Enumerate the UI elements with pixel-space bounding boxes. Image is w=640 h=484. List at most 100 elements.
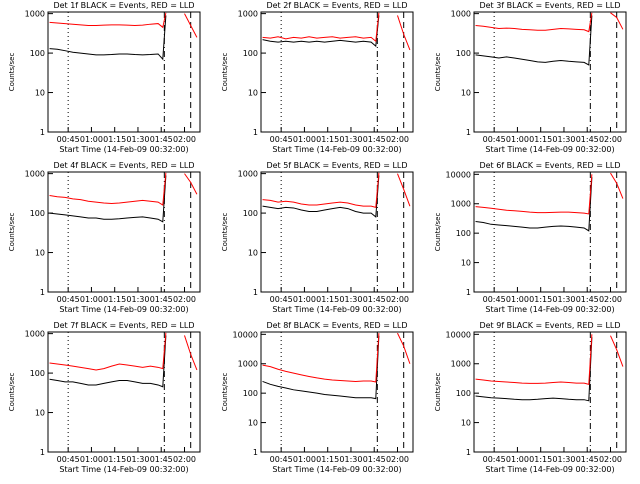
- panel: Det 3f BLACK = Events, RED = LLD Start Ti…: [434, 1, 627, 154]
- x-axis-label: Start Time (14-Feb-09 00:32:00): [272, 305, 401, 314]
- x-tick-label: 01:15: [529, 295, 552, 304]
- y-axis-label: Counts/sec: [434, 213, 442, 252]
- y-axis-label: Counts/sec: [8, 213, 16, 252]
- plot-frame: [47, 171, 201, 293]
- series-line: [49, 332, 198, 371]
- y-tick-label: 100: [456, 389, 471, 398]
- series-line: [49, 335, 167, 388]
- y-tick-label: 10: [35, 89, 45, 98]
- x-tick-label: 00:45: [483, 135, 506, 144]
- x-tick-label: 01:45: [363, 455, 386, 464]
- series-line: [262, 175, 380, 218]
- series-line: [49, 175, 167, 223]
- x-tick-label: 00:45: [270, 135, 293, 144]
- y-tick-label: 1000: [238, 170, 258, 179]
- panel: Det 4f BLACK = Events, RED = LLD Start Ti…: [8, 161, 201, 314]
- y-tick-label: 100: [30, 49, 45, 58]
- series-line: [475, 15, 593, 66]
- x-axis-label: Start Time (14-Feb-09 00:32:00): [59, 305, 188, 314]
- x-tick-label: 01:30: [552, 135, 575, 144]
- y-tick-label: 1000: [451, 10, 471, 19]
- plot-frame: [47, 11, 201, 133]
- chart-title: Det 3f BLACK = Events, RED = LLD: [479, 1, 620, 10]
- x-axis-label: Start Time (14-Feb-09 00:32:00): [485, 145, 614, 154]
- y-tick-label: 10: [461, 419, 471, 428]
- x-tick-label: 01:30: [339, 295, 362, 304]
- y-tick-label: 100: [456, 49, 471, 58]
- y-tick-label: 1000: [451, 200, 471, 209]
- x-tick-label: 01:00: [293, 455, 316, 464]
- x-tick-label: 01:45: [576, 295, 599, 304]
- y-tick-label: 10000: [233, 330, 258, 339]
- y-tick-label: 1: [466, 288, 471, 297]
- series-line: [49, 12, 198, 38]
- y-tick-label: 10: [461, 259, 471, 268]
- x-tick-label: 01:00: [506, 135, 529, 144]
- chart-title: Det 2f BLACK = Events, RED = LLD: [266, 1, 407, 10]
- x-tick-label: 00:45: [270, 455, 293, 464]
- x-tick-label: 01:00: [293, 295, 316, 304]
- series-line: [262, 332, 411, 383]
- series-line: [475, 334, 624, 385]
- x-tick-label: 01:15: [316, 295, 339, 304]
- series-line: [475, 337, 593, 402]
- plot-frame: [473, 11, 627, 133]
- x-tick-label: 01:15: [529, 455, 552, 464]
- panel: Det 1f BLACK = Events, RED = LLD Start Ti…: [8, 1, 201, 154]
- y-tick-label: 100: [456, 229, 471, 238]
- y-axis-label: Counts/sec: [221, 373, 229, 412]
- x-tick-label: 02:00: [386, 455, 409, 464]
- x-tick-label: 01:30: [552, 455, 575, 464]
- y-tick-label: 10000: [446, 330, 471, 339]
- y-tick-label: 1000: [451, 360, 471, 369]
- x-axis-label: Start Time (14-Feb-09 00:32:00): [485, 465, 614, 474]
- x-axis-label: Start Time (14-Feb-09 00:32:00): [59, 465, 188, 474]
- panel: Det 9f BLACK = Events, RED = LLD Start Ti…: [434, 321, 627, 474]
- chart-title: Det 7f BLACK = Events, RED = LLD: [53, 321, 194, 330]
- y-axis-label: Counts/sec: [8, 53, 16, 92]
- y-tick-label: 1: [253, 448, 258, 457]
- x-tick-label: 02:00: [386, 295, 409, 304]
- x-tick-label: 01:45: [576, 455, 599, 464]
- chart-title: Det 9f BLACK = Events, RED = LLD: [479, 321, 620, 330]
- y-axis-label: Counts/sec: [221, 213, 229, 252]
- x-tick-label: 00:45: [57, 135, 80, 144]
- x-axis-label: Start Time (14-Feb-09 00:32:00): [59, 145, 188, 154]
- series-line: [49, 172, 198, 206]
- panel: Det 8f BLACK = Events, RED = LLD Start Ti…: [221, 321, 414, 474]
- y-tick-label: 1: [253, 288, 258, 297]
- y-tick-label: 1000: [25, 330, 45, 339]
- x-tick-label: 02:00: [599, 135, 622, 144]
- x-tick-label: 01:15: [316, 455, 339, 464]
- panel: Det 6f BLACK = Events, RED = LLD Start Ti…: [434, 161, 627, 314]
- panel: Det 2f BLACK = Events, RED = LLD Start Ti…: [221, 1, 414, 154]
- plot-frame: [260, 11, 414, 133]
- x-tick-label: 01:00: [80, 295, 103, 304]
- series-line: [262, 335, 380, 400]
- chart-title: Det 1f BLACK = Events, RED = LLD: [53, 1, 194, 10]
- series-line: [262, 15, 380, 48]
- x-tick-label: 01:30: [126, 135, 149, 144]
- series-line: [49, 15, 167, 61]
- x-tick-label: 02:00: [173, 455, 196, 464]
- x-axis-label: Start Time (14-Feb-09 00:32:00): [485, 305, 614, 314]
- chart-title: Det 5f BLACK = Events, RED = LLD: [266, 161, 407, 170]
- x-tick-label: 00:45: [57, 455, 80, 464]
- x-tick-label: 00:45: [270, 295, 293, 304]
- x-tick-label: 01:00: [293, 135, 316, 144]
- x-tick-label: 02:00: [599, 295, 622, 304]
- y-tick-label: 10000: [446, 170, 471, 179]
- y-tick-label: 1: [40, 128, 45, 137]
- y-tick-label: 10: [248, 89, 258, 98]
- x-tick-label: 01:15: [316, 135, 339, 144]
- y-tick-label: 1000: [25, 170, 45, 179]
- series-line: [262, 12, 411, 51]
- x-tick-label: 01:45: [150, 135, 173, 144]
- y-tick-label: 10: [35, 249, 45, 258]
- y-tick-label: 100: [30, 369, 45, 378]
- series-line: [475, 172, 624, 215]
- y-axis-label: Counts/sec: [434, 373, 442, 412]
- y-tick-label: 1: [466, 128, 471, 137]
- plot-frame: [260, 331, 414, 453]
